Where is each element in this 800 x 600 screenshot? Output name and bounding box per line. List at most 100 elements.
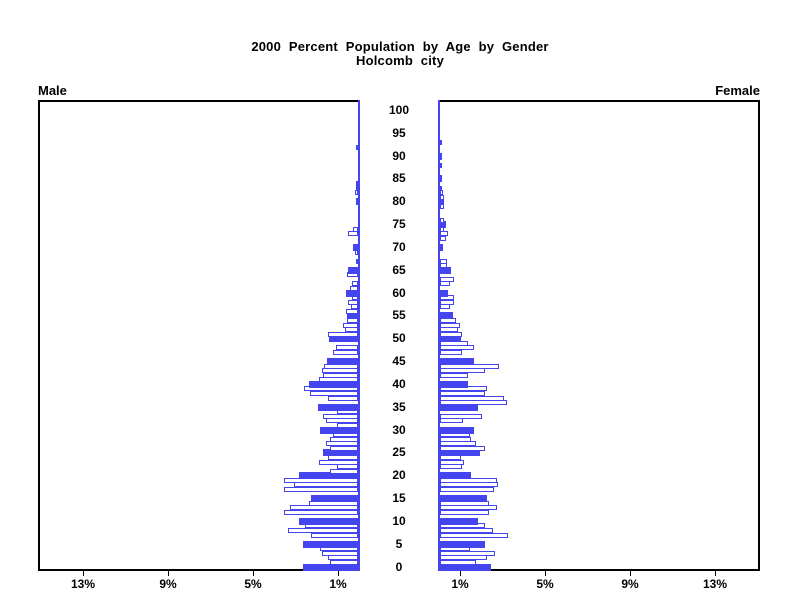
female-bar-age-83 — [440, 186, 442, 191]
male-bar-age-92 — [356, 145, 358, 150]
female-bar-age-23 — [440, 460, 464, 465]
female-bar-age-1 — [440, 560, 476, 565]
age-tick-label-65: 65 — [392, 263, 406, 277]
male-bar-age-74 — [353, 227, 358, 232]
female-bar-age-65 — [440, 267, 451, 274]
male-bar-age-38 — [310, 391, 358, 396]
female-bar-age-26 — [440, 446, 485, 451]
female-bar-age-45 — [440, 358, 474, 365]
male-bar-age-50 — [329, 335, 358, 342]
chart-title-line1: 2000 Percent Population by Age by Gender — [251, 39, 549, 54]
male-percent-tick-label-1: 1% — [329, 577, 347, 591]
male-axis-tick-13 — [83, 571, 84, 576]
male-bar-age-53 — [343, 323, 358, 328]
female-bar-age-88 — [440, 163, 442, 168]
male-percent-tick-label-5: 5% — [244, 577, 262, 591]
female-bar-age-33 — [440, 414, 482, 419]
male-bar-age-15 — [311, 495, 358, 502]
age-tick-label-85: 85 — [392, 171, 406, 185]
female-bar-age-25 — [440, 449, 480, 456]
age-tick-label-75: 75 — [392, 217, 406, 231]
age-tick-label-90: 90 — [392, 149, 406, 163]
age-tick-label-5: 5 — [395, 537, 403, 551]
female-bar-age-35 — [440, 404, 478, 411]
male-bar-age-25 — [323, 449, 358, 456]
female-bar-age-67 — [440, 259, 447, 264]
female-bar-age-85 — [440, 175, 442, 182]
male-bar-age-61 — [350, 286, 358, 291]
male-bar-age-21 — [330, 469, 358, 474]
age-tick-label-50: 50 — [392, 331, 406, 345]
male-bar-age-8 — [288, 528, 358, 533]
male-bar-age-55 — [347, 312, 358, 319]
male-bar-age-33 — [323, 414, 358, 419]
female-axis-tick-13 — [715, 571, 716, 576]
male-bar-age-67 — [356, 259, 358, 264]
age-tick-label-60: 60 — [392, 286, 406, 300]
female-bar-age-12 — [440, 510, 489, 515]
male-bar-age-30 — [320, 427, 358, 434]
chart-title: 2000 Percent Population by Age by Gender… — [0, 40, 800, 68]
male-bar-age-5 — [303, 541, 358, 548]
female-bar-age-47 — [440, 350, 462, 355]
female-zero-axis-line — [438, 100, 440, 571]
male-bar-age-1 — [330, 560, 358, 565]
female-bar-age-90 — [440, 153, 442, 160]
female-percent-tick-label-5: 5% — [536, 577, 554, 591]
male-bar-age-45 — [327, 358, 358, 365]
female-percent-tick-label-13: 13% — [702, 577, 728, 591]
male-bar-age-48 — [336, 345, 358, 350]
female-bar-age-8 — [440, 528, 493, 533]
female-bar-age-30 — [440, 427, 474, 434]
female-bar-age-53 — [440, 323, 460, 328]
age-tick-label-70: 70 — [392, 240, 406, 254]
male-bar-age-35 — [318, 404, 358, 411]
female-bar-age-51 — [440, 332, 462, 337]
female-bar-age-17 — [440, 487, 494, 492]
female-bar-age-42 — [440, 373, 468, 378]
male-bar-age-23 — [319, 460, 358, 465]
male-axis-tick-5 — [253, 571, 254, 576]
male-bar-age-7 — [311, 533, 358, 538]
age-tick-label-20: 20 — [392, 468, 406, 482]
male-bar-age-80 — [356, 198, 358, 205]
age-tick-label-100: 100 — [388, 103, 410, 117]
female-bar-age-58 — [440, 300, 454, 305]
female-bar-age-37 — [440, 396, 504, 401]
male-bar-age-56 — [346, 309, 358, 314]
male-zero-axis-line — [358, 100, 360, 571]
male-bar-age-10 — [299, 518, 358, 525]
female-axis-tick-1 — [460, 571, 461, 576]
female-panel-frame — [438, 100, 760, 571]
male-bar-age-37 — [328, 396, 358, 401]
female-bar-age-76 — [440, 218, 444, 223]
male-bar-age-60 — [346, 290, 358, 297]
male-bar-age-65 — [348, 267, 358, 274]
female-bar-age-40 — [440, 381, 468, 388]
male-panel-frame — [38, 100, 360, 571]
male-percent-tick-label-13: 13% — [70, 577, 96, 591]
male-bar-age-3 — [322, 551, 358, 556]
male-bar-age-51 — [328, 332, 358, 337]
male-bar-age-58 — [348, 300, 358, 305]
age-tick-label-0: 0 — [395, 560, 403, 574]
male-bar-age-12 — [284, 510, 358, 515]
female-bar-age-60 — [440, 290, 448, 297]
chart-title-line2: Holcomb city — [355, 53, 445, 68]
female-bar-age-50 — [440, 335, 461, 342]
male-bar-age-47 — [333, 350, 358, 355]
age-tick-label-35: 35 — [392, 400, 406, 414]
age-tick-label-80: 80 — [392, 194, 406, 208]
age-tick-label-55: 55 — [392, 308, 406, 322]
female-axis-tick-9 — [630, 571, 631, 576]
female-bar-age-80 — [440, 198, 444, 205]
male-bar-age-0 — [303, 564, 358, 571]
female-percent-tick-label-9: 9% — [621, 577, 639, 591]
male-bar-age-62 — [352, 281, 358, 286]
male-bar-age-70 — [353, 244, 358, 251]
female-bar-age-75 — [440, 221, 446, 228]
female-bar-age-5 — [440, 541, 485, 548]
female-bar-age-63 — [440, 277, 454, 282]
female-bar-age-73 — [440, 231, 448, 236]
